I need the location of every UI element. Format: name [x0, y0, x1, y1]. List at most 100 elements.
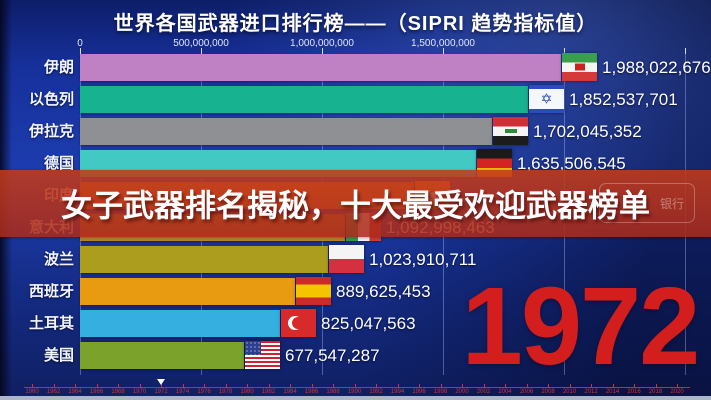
- timeline-year-label: 1964: [68, 389, 82, 395]
- turkey-flag-icon: [281, 309, 316, 337]
- usa-flag-icon: [245, 341, 280, 369]
- timeline-year-label: 1966: [89, 389, 104, 395]
- timeline-year-label: 1968: [111, 389, 125, 395]
- timeline-tick: [182, 384, 184, 388]
- iran-flag-icon: [562, 53, 597, 81]
- timeline-year-label: 2020: [670, 389, 684, 395]
- chart-row: 西班牙 889,625,453: [0, 277, 711, 305]
- axis-tick-label: 0: [77, 38, 83, 49]
- timeline-tick: [139, 384, 141, 388]
- timeline-year-label: 1960: [25, 389, 39, 395]
- timeline-axis-line: [24, 387, 690, 388]
- timeline-tick: [311, 384, 313, 388]
- timeline-year-label: 1986: [304, 389, 319, 395]
- watermark-badge: 银行: [599, 183, 695, 223]
- israel-flag-icon: [529, 85, 564, 113]
- timeline-tick: [397, 384, 399, 388]
- timeline-marker-icon: [157, 379, 165, 385]
- timeline-tick: [548, 384, 549, 388]
- timeline-tick: [268, 384, 270, 388]
- banner-headline: 女子武器排名揭秘，十大最受欢迎武器榜单: [61, 188, 650, 224]
- timeline-year-label: 2002: [476, 389, 491, 395]
- timeline-year-label: 2012: [584, 389, 598, 395]
- timeline-tick: [440, 384, 442, 388]
- timeline-tick: [483, 384, 485, 388]
- timeline-tick: [53, 384, 55, 388]
- chart-row: 波兰 1,023,910,711: [0, 245, 711, 273]
- country-bar: [80, 342, 244, 369]
- timeline-year-label: 1994: [390, 389, 405, 395]
- timeline-year-label: 1996: [412, 389, 426, 395]
- timeline-tick: [634, 384, 635, 388]
- country-bar: [80, 246, 328, 273]
- country-value: 889,625,453: [336, 282, 431, 301]
- timeline-tick: [96, 384, 98, 388]
- timeline-year-label: 2004: [498, 389, 512, 395]
- spain-flag-icon: [296, 277, 331, 305]
- timeline-tick: [354, 384, 356, 388]
- country-bar: [80, 118, 492, 145]
- timeline-year-label: 1972: [154, 389, 168, 395]
- timeline-year-label: 1984: [283, 389, 297, 395]
- chart-row: 伊朗 1,988,022,676: [0, 53, 711, 81]
- timeline-year-label: 2014: [605, 389, 620, 395]
- timeline-year-label: 1980: [240, 389, 254, 395]
- axis-tick-label: 1,000,000,000: [290, 38, 354, 49]
- country-value: 825,047,563: [321, 314, 416, 333]
- timeline-tick: [75, 384, 76, 388]
- timeline-year-label: 1974: [175, 389, 190, 395]
- country-label: 伊朗: [43, 59, 74, 76]
- timeline-tick: [526, 384, 528, 388]
- country-bar: [80, 310, 280, 337]
- timeline-year-label: 1988: [326, 389, 340, 395]
- timeline-year-label: 2000: [455, 389, 469, 395]
- timeline-year-label: 1976: [197, 389, 211, 395]
- country-label: 土耳其: [28, 315, 74, 332]
- timeline-tick: [333, 384, 334, 388]
- timeline-year-label: 2006: [519, 389, 534, 395]
- timeline-year-label: 2008: [541, 389, 555, 395]
- country-value: 1,635,506,545: [517, 154, 626, 173]
- timeline-tick: [376, 384, 377, 388]
- bottom-edge-strip: [0, 396, 711, 400]
- timeline-year-label: 1978: [218, 389, 233, 395]
- timeline-tick: [32, 384, 33, 388]
- country-label: 伊拉克: [28, 123, 74, 140]
- timeline-scrubber: 1960 1962 1964 1966 1968 1970 1972 1974 1976 1978…: [0, 378, 711, 396]
- country-label: 西班牙: [28, 283, 74, 300]
- country-value: 1,702,045,352: [533, 122, 642, 141]
- country-bar: [80, 278, 295, 305]
- timeline-tick: [612, 384, 614, 388]
- chart-row: 美国 677,547,287: [0, 341, 711, 369]
- timeline-tick: [569, 384, 571, 388]
- timeline-year-label: 1982: [261, 389, 276, 395]
- timeline-tick: [118, 384, 119, 388]
- timeline-year-label: 2010: [562, 389, 577, 395]
- country-label: 以色列: [28, 91, 74, 108]
- country-label: 美国: [43, 347, 74, 364]
- timeline-year-label: 2016: [627, 389, 641, 395]
- country-value: 677,547,287: [285, 346, 380, 365]
- timeline-tick: [591, 384, 592, 388]
- axis-tick-label: 1,500,000,000: [411, 38, 475, 49]
- country-value: 1,852,537,701: [569, 90, 678, 109]
- timeline-year-label: 2018: [648, 389, 663, 395]
- timeline-tick: [419, 384, 420, 388]
- chart-row: 伊拉克 1,702,045,352: [0, 117, 711, 145]
- country-label: 德国: [43, 155, 74, 172]
- timeline-year-label: 1992: [369, 389, 383, 395]
- poland-flag-icon: [329, 245, 364, 273]
- page-title: 世界各国武器进口排行榜——（SIPRI 趋势指标值）: [113, 13, 598, 35]
- timeline-tick: [161, 384, 162, 388]
- timeline-tick: [225, 384, 227, 388]
- timeline-year-label: 1970: [132, 389, 147, 395]
- overlay-banner: 银行 女子武器排名揭秘，十大最受欢迎武器榜单: [0, 170, 711, 237]
- timeline-tick: [655, 384, 657, 388]
- timeline-tick: [204, 384, 205, 388]
- timeline-tick: [290, 384, 291, 388]
- timeline-year-label: 1990: [347, 389, 362, 395]
- watermark-text: 银行: [659, 196, 684, 211]
- iraq-flag-icon: [493, 117, 528, 145]
- country-value: 1,988,022,676: [602, 58, 711, 77]
